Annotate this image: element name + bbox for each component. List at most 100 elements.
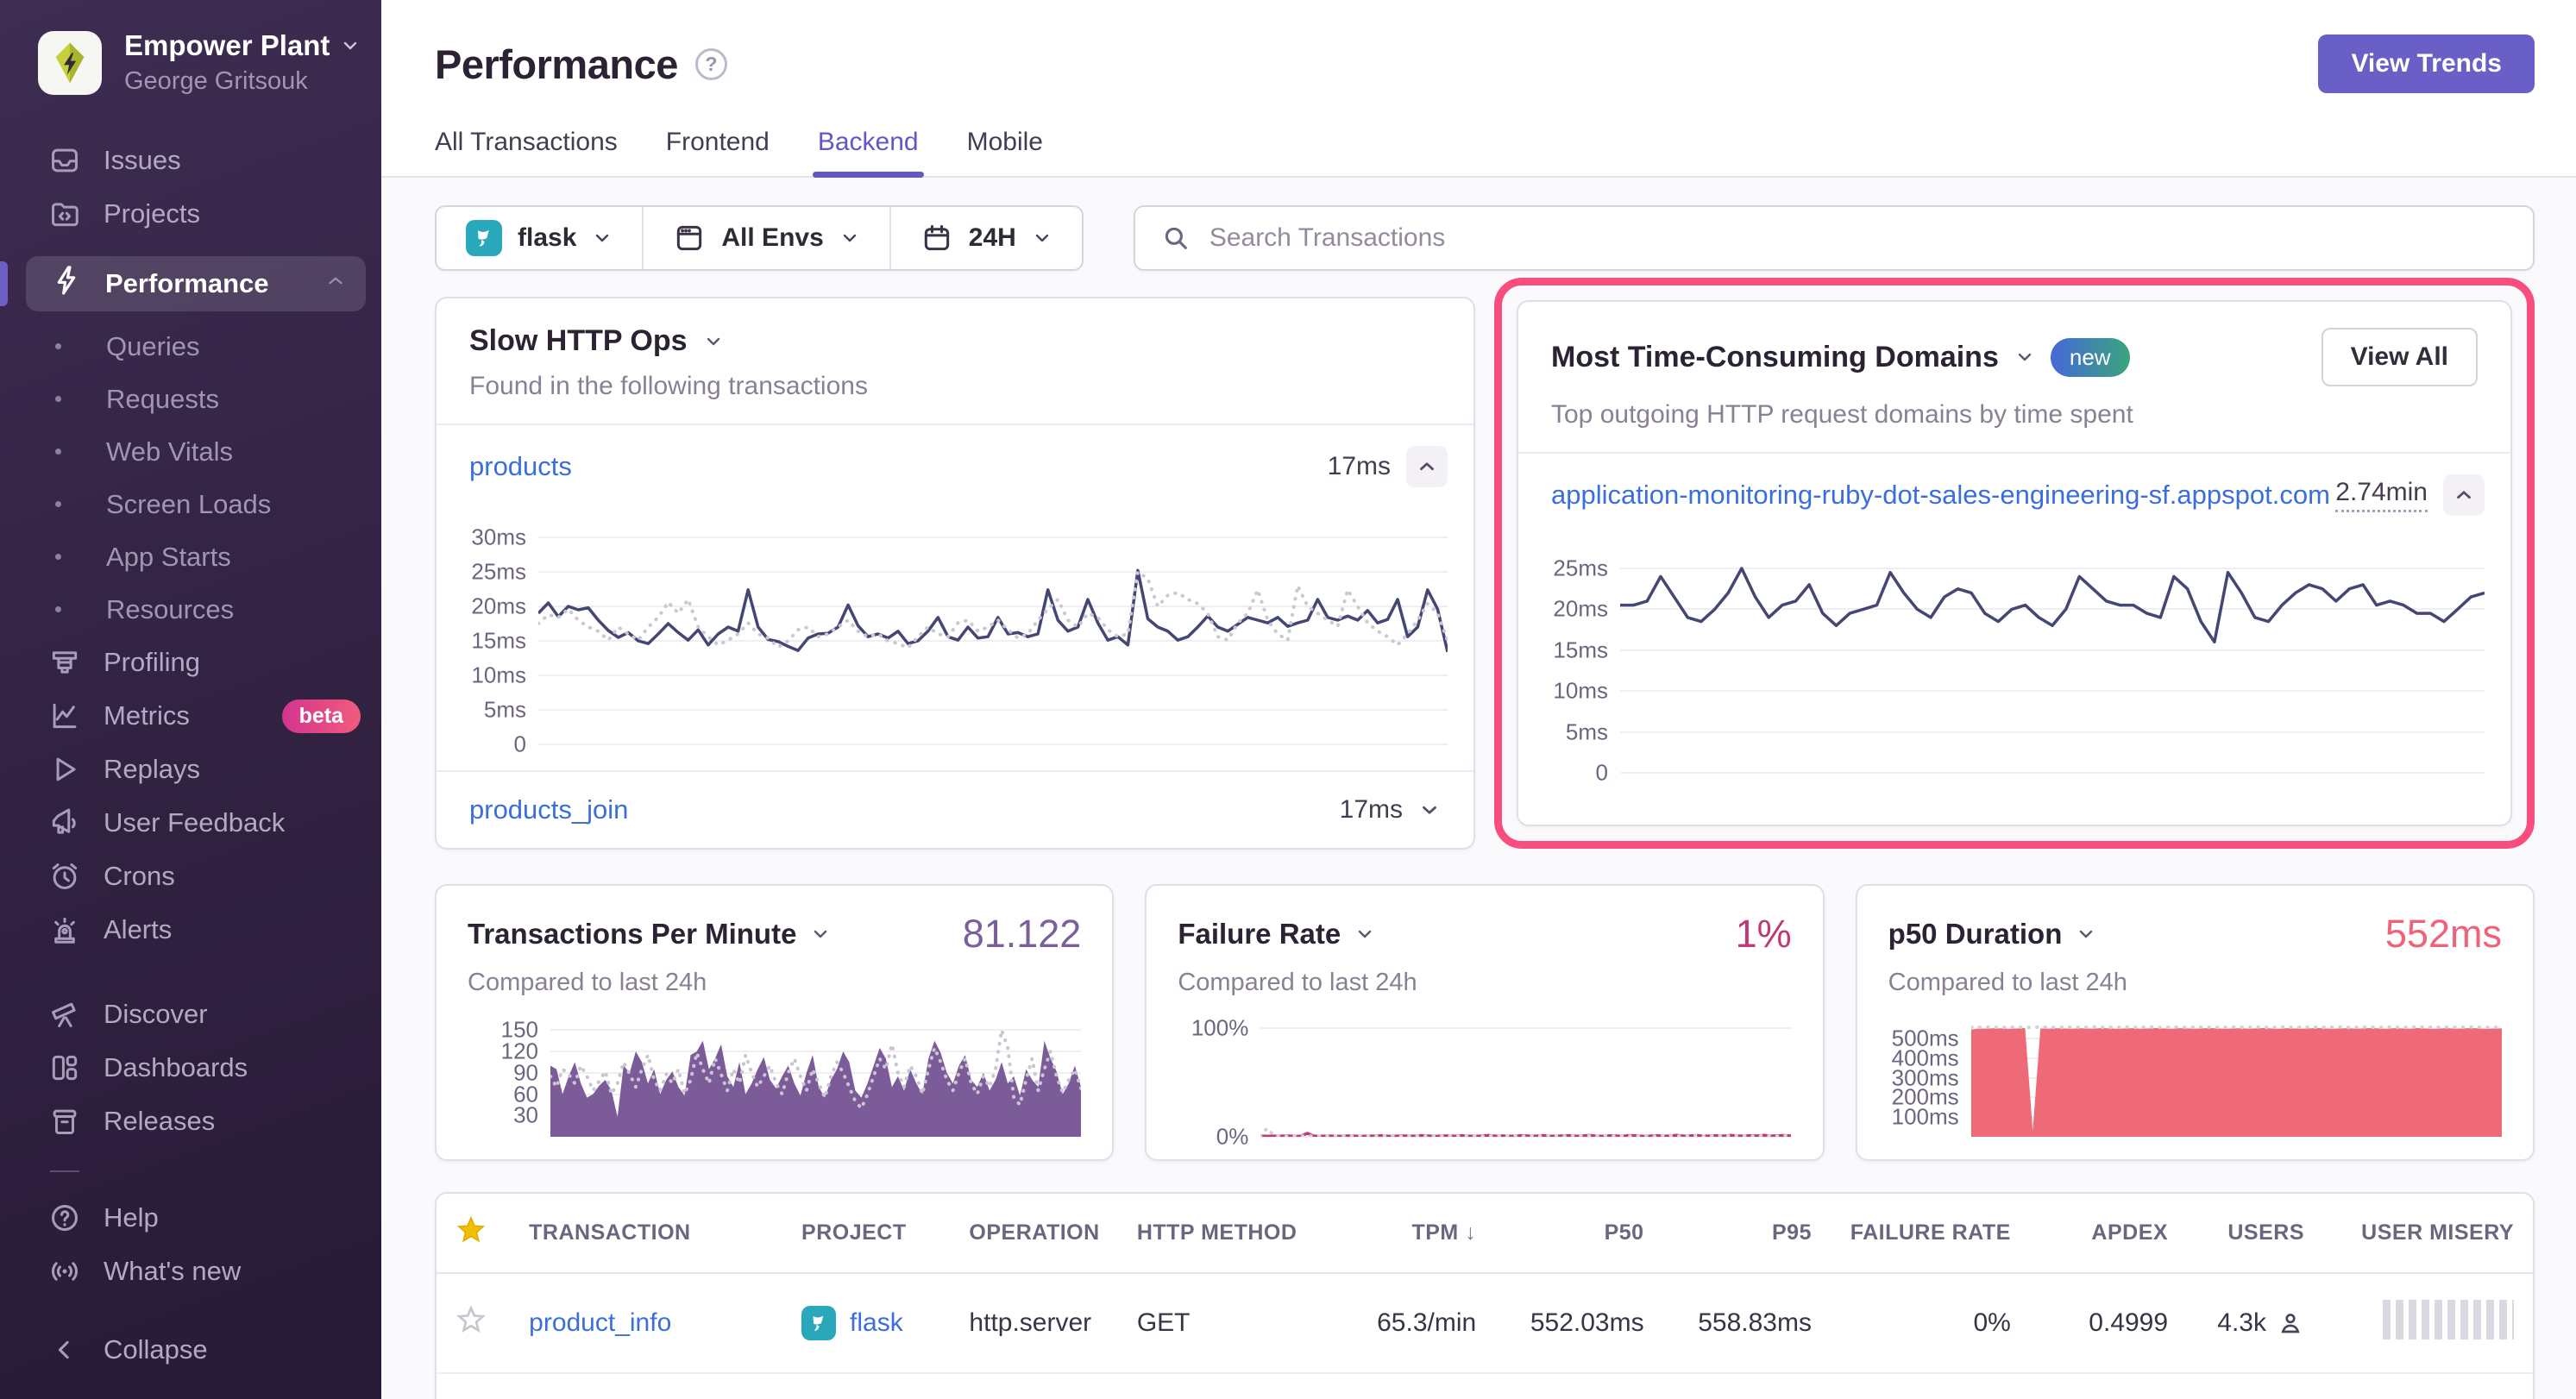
- sidebar-item-dashboards[interactable]: Dashboards: [0, 1041, 381, 1095]
- sidebar-item-metrics[interactable]: Metrics beta: [0, 689, 381, 743]
- products-link[interactable]: products: [469, 451, 572, 481]
- sidebar-item-crons[interactable]: Crons: [0, 850, 381, 903]
- tab-frontend[interactable]: Frontend: [665, 128, 770, 156]
- table-header-row: Transaction Project Operation HTTP Metho…: [437, 1194, 2533, 1274]
- col-tpm-sorted[interactable]: TPM ↓: [1306, 1194, 1496, 1274]
- org-avatar: [38, 30, 102, 95]
- clock-icon: [48, 860, 81, 893]
- expand-products-join-button[interactable]: [1418, 799, 1441, 821]
- flask-project-icon: [466, 220, 502, 256]
- chart-y-axis: 25ms 20ms 15ms 10ms 5ms 0: [1553, 555, 1608, 786]
- sidebar-item-performance[interactable]: Performance: [26, 256, 366, 311]
- sidebar-item-profiling[interactable]: Profiling: [0, 636, 381, 689]
- chart-plot-area: [538, 524, 1448, 745]
- operation-cell: http.server: [950, 1373, 1118, 1399]
- failure-rate-panel: Failure Rate 1% Compared to last 24h 100…: [1145, 884, 1825, 1161]
- chevron-down-icon[interactable]: [703, 331, 724, 352]
- sidebar-item-help[interactable]: Help: [0, 1191, 381, 1245]
- chart-plot-area: [1970, 1023, 2502, 1137]
- collapse-products-button[interactable]: [1406, 446, 1448, 487]
- sidebar-item-discover[interactable]: Discover: [0, 988, 381, 1041]
- http-method-cell: GET: [1117, 1373, 1307, 1399]
- col-project[interactable]: Project: [782, 1194, 951, 1274]
- org-switcher[interactable]: Empower Plant George Gritsouk: [0, 29, 381, 96]
- apdex-cell: 0.9903: [2029, 1373, 2188, 1399]
- col-apdex[interactable]: Apdex: [2029, 1194, 2188, 1274]
- sidebar-collapse-button[interactable]: Collapse: [0, 1323, 381, 1377]
- sidebar-item-web-vitals[interactable]: Web Vitals: [0, 425, 381, 478]
- star-column-header[interactable]: [437, 1194, 511, 1274]
- chevron-down-icon[interactable]: [810, 924, 831, 944]
- col-users[interactable]: Users: [2187, 1194, 2323, 1274]
- dashboards-icon: [48, 1051, 81, 1084]
- date-range-filter[interactable]: 24H: [889, 207, 1082, 269]
- sidebar-item-whats-new[interactable]: What's new: [0, 1245, 381, 1298]
- products-join-link[interactable]: products_join: [469, 794, 629, 825]
- help-tooltip-icon[interactable]: ?: [694, 47, 727, 80]
- view-trends-button[interactable]: View Trends: [2318, 35, 2535, 93]
- sidebar-item-projects[interactable]: Projects: [0, 187, 381, 241]
- domain-link[interactable]: application-monitoring-ruby-dot-sales-en…: [1551, 480, 2330, 510]
- http-method-cell: GET: [1117, 1273, 1307, 1374]
- chevron-down-icon[interactable]: [2076, 924, 2096, 944]
- chart-y-axis: 500ms 400ms 300ms 200ms 100ms: [1891, 1025, 1959, 1130]
- sidebar-item-releases[interactable]: Releases: [0, 1095, 381, 1148]
- tpm-panel: Transactions Per Minute 81.122 Compared …: [435, 884, 1115, 1161]
- tpm-subtitle: Compared to last 24h: [468, 969, 707, 996]
- chart-plot-area: [550, 1023, 1082, 1137]
- bullet-icon: [55, 396, 61, 402]
- issues-icon: [48, 144, 81, 177]
- sidebar-item-app-starts[interactable]: App Starts: [0, 530, 381, 583]
- tpm-cell: 65.3/min: [1306, 1273, 1496, 1374]
- sidebar-item-issues[interactable]: Issues: [0, 134, 381, 187]
- domains-chart: 25ms 20ms 15ms 10ms 5ms 0: [1530, 552, 2485, 786]
- failure-rate-cell: 0%: [1830, 1273, 2030, 1374]
- transaction-link[interactable]: product_info: [529, 1308, 672, 1337]
- sidebar-item-screen-loads[interactable]: Screen Loads: [0, 478, 381, 530]
- p95-cell: 4.53ms: [1662, 1373, 1831, 1399]
- sidebar-item-queries[interactable]: Queries: [0, 320, 381, 373]
- sidebar-item-user-feedback[interactable]: User Feedback: [0, 796, 381, 850]
- page-header: Performance ? View Trends All Transactio…: [381, 0, 2576, 178]
- col-failure-rate[interactable]: Failure Rate: [1830, 1194, 2030, 1274]
- user-misery-bars: [2383, 1300, 2514, 1339]
- operation-cell: http.server: [950, 1273, 1118, 1374]
- chevron-down-icon: [344, 41, 357, 50]
- search-input[interactable]: [1209, 223, 2507, 253]
- project-filter[interactable]: flask: [437, 207, 642, 269]
- tab-all-transactions[interactable]: All Transactions: [435, 128, 618, 156]
- chevron-down-icon[interactable]: [1354, 924, 1375, 944]
- col-operation[interactable]: Operation: [950, 1194, 1118, 1274]
- col-p50[interactable]: P50: [1495, 1194, 1663, 1274]
- star-outline-icon[interactable]: [456, 1304, 487, 1335]
- profiling-icon: [48, 646, 81, 679]
- flask-project-icon: [801, 1306, 837, 1340]
- transaction-row-products: products 17ms: [437, 425, 1473, 499]
- project-link[interactable]: flask: [850, 1308, 903, 1337]
- transactions-table: Transaction Project Operation HTTP Metho…: [435, 1192, 2535, 1399]
- sidebar-item-requests[interactable]: Requests: [0, 373, 381, 425]
- p50-cell: 0.87ms: [1495, 1373, 1663, 1399]
- col-http-method[interactable]: HTTP Method: [1117, 1194, 1307, 1274]
- chevron-down-icon[interactable]: [2014, 347, 2035, 367]
- tab-backend[interactable]: Backend: [812, 128, 924, 178]
- sidebar-item-resources[interactable]: Resources: [0, 583, 381, 636]
- col-p95[interactable]: P95: [1662, 1194, 1831, 1274]
- slow-http-products-chart: 30ms 25ms 20ms 15ms 10ms 5ms 0: [449, 524, 1448, 757]
- environment-filter[interactable]: All Envs: [642, 207, 889, 269]
- chart-plot-area: [1620, 552, 2485, 774]
- chevron-down-icon: [1423, 806, 1436, 814]
- calendar-icon: [924, 225, 949, 251]
- user-icon: [2281, 1314, 2300, 1333]
- collapse-domain-button[interactable]: [2443, 474, 2485, 516]
- chevron-down-icon: [1035, 234, 1049, 242]
- sidebar-item-replays[interactable]: Replays: [0, 743, 381, 796]
- col-transaction[interactable]: Transaction: [510, 1194, 783, 1274]
- tab-mobile[interactable]: Mobile: [966, 128, 1043, 156]
- failure-rate-title: Failure Rate: [1178, 918, 1341, 950]
- page-title: Performance: [435, 41, 678, 87]
- col-user-misery[interactable]: User Misery: [2323, 1194, 2533, 1274]
- view-all-button[interactable]: View All: [2321, 328, 2478, 386]
- sidebar-item-alerts[interactable]: Alerts: [0, 903, 381, 957]
- failure-rate-subtitle: Compared to last 24h: [1178, 969, 1417, 996]
